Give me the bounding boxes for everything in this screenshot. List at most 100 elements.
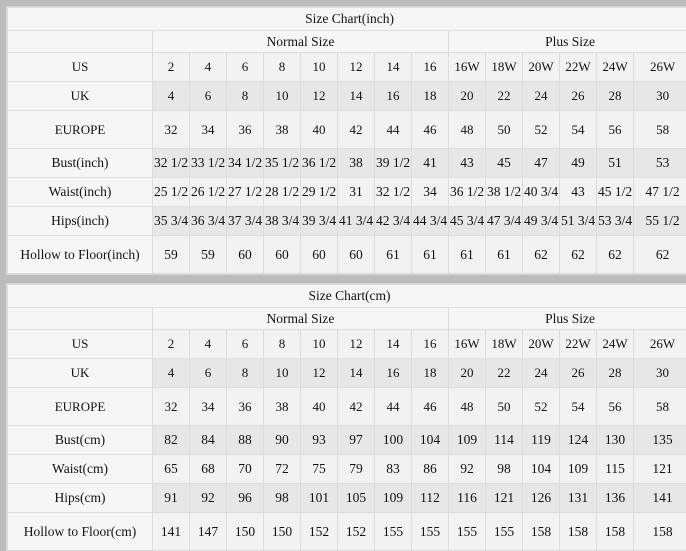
- cell: 26W: [634, 330, 686, 359]
- table-row: US 2 4 6 8 10 12 14 16 16W 18W 20W 22W 2…: [8, 330, 686, 359]
- cell: 152: [301, 513, 338, 551]
- cell: 32: [153, 388, 190, 426]
- group-header-plus: Plus Size: [449, 308, 686, 330]
- cell: 60: [227, 236, 264, 274]
- cell: 150: [227, 513, 264, 551]
- cell: 4: [190, 330, 227, 359]
- cell: 83: [375, 455, 412, 484]
- cell: 97: [338, 426, 375, 455]
- cell: 54: [560, 111, 597, 149]
- cell: 91: [153, 484, 190, 513]
- cell: 6: [190, 82, 227, 111]
- cell: 56: [597, 388, 634, 426]
- cell: 126: [523, 484, 560, 513]
- row-label-hips: Hips(inch): [8, 207, 153, 236]
- row-label-europe: EUROPE: [8, 111, 153, 149]
- cell: 53: [634, 149, 686, 178]
- cell: 20W: [523, 53, 560, 82]
- cell: 65: [153, 455, 190, 484]
- cell: 155: [375, 513, 412, 551]
- cell: 6: [227, 330, 264, 359]
- cell: 14: [375, 53, 412, 82]
- cell: 50: [486, 111, 523, 149]
- cell: 39 1/2: [375, 149, 412, 178]
- cell: 35 3/4: [153, 207, 190, 236]
- row-label-hollow-to-floor: Hollow to Floor(cm): [8, 513, 153, 551]
- cell: 8: [264, 53, 301, 82]
- cell: 93: [301, 426, 338, 455]
- cell: 75: [301, 455, 338, 484]
- cell: 16: [412, 330, 449, 359]
- cell: 30: [634, 359, 686, 388]
- row-label-hips: Hips(cm): [8, 484, 153, 513]
- cell: 55 1/2: [634, 207, 686, 236]
- cell: 109: [375, 484, 412, 513]
- cell: 141: [634, 484, 686, 513]
- cell: 34 1/2: [227, 149, 264, 178]
- chart-title-row: Size Chart(cm): [8, 285, 686, 308]
- cell: 16: [412, 53, 449, 82]
- cell: 131: [560, 484, 597, 513]
- table-row: US 2 4 6 8 10 12 14 16 16W 18W 20W 22W 2…: [8, 53, 686, 82]
- cell: 38: [338, 149, 375, 178]
- cell: 42: [338, 111, 375, 149]
- cell: 24W: [597, 330, 634, 359]
- cell: 14: [375, 330, 412, 359]
- cell: 22: [486, 82, 523, 111]
- group-header-normal: Normal Size: [153, 31, 449, 53]
- cell: 12: [338, 330, 375, 359]
- cell: 28 1/2: [264, 178, 301, 207]
- cell: 38: [264, 111, 301, 149]
- cell: 8: [227, 359, 264, 388]
- cell: 6: [190, 359, 227, 388]
- cell: 112: [412, 484, 449, 513]
- table-row: UK 4 6 8 10 12 14 16 18 20 22 24 26 28 3…: [8, 359, 686, 388]
- cell: 60: [264, 236, 301, 274]
- cell: 79: [338, 455, 375, 484]
- cell: 36: [227, 388, 264, 426]
- cell: 39 3/4: [301, 207, 338, 236]
- cell: 136: [597, 484, 634, 513]
- cell: 42: [338, 388, 375, 426]
- cell: 38 1/2: [486, 178, 523, 207]
- size-chart-page: Size Chart(inch) Normal Size Plus Size U…: [0, 0, 686, 530]
- cell: 40: [301, 388, 338, 426]
- cell: 42 3/4: [375, 207, 412, 236]
- cell: 44: [375, 111, 412, 149]
- cell: 158: [634, 513, 686, 551]
- cell: 34: [190, 388, 227, 426]
- cell: 10: [301, 53, 338, 82]
- cell: 28: [597, 82, 634, 111]
- cell: 130: [597, 426, 634, 455]
- cell: 61: [412, 236, 449, 274]
- cell: 59: [153, 236, 190, 274]
- cell: 33 1/2: [190, 149, 227, 178]
- row-label-us: US: [8, 53, 153, 82]
- cell: 10: [301, 330, 338, 359]
- table-row: Waist(cm) 65 68 70 72 75 79 83 86 92 98 …: [8, 455, 686, 484]
- cell: 56: [597, 111, 634, 149]
- cell: 18W: [486, 53, 523, 82]
- cell: 119: [523, 426, 560, 455]
- table-row: Hips(cm) 91 92 96 98 101 105 109 112 116…: [8, 484, 686, 513]
- cell: 62: [560, 236, 597, 274]
- chart-group-row: Normal Size Plus Size: [8, 31, 686, 53]
- cell: 51: [597, 149, 634, 178]
- cell: 62: [634, 236, 686, 274]
- cell: 27 1/2: [227, 178, 264, 207]
- table-row: Waist(inch) 25 1/2 26 1/2 27 1/2 28 1/2 …: [8, 178, 686, 207]
- cell: 158: [523, 513, 560, 551]
- cell: 24W: [597, 53, 634, 82]
- table-row: Bust(inch) 32 1/2 33 1/2 34 1/2 35 1/2 3…: [8, 149, 686, 178]
- cell: 60: [301, 236, 338, 274]
- group-header-normal: Normal Size: [153, 308, 449, 330]
- cell: 147: [190, 513, 227, 551]
- cell: 20: [449, 359, 486, 388]
- cell: 90: [264, 426, 301, 455]
- cell: 61: [449, 236, 486, 274]
- cell: 62: [523, 236, 560, 274]
- cell: 36: [227, 111, 264, 149]
- chart-group-row: Normal Size Plus Size: [8, 308, 686, 330]
- cell: 35 1/2: [264, 149, 301, 178]
- cell: 92: [190, 484, 227, 513]
